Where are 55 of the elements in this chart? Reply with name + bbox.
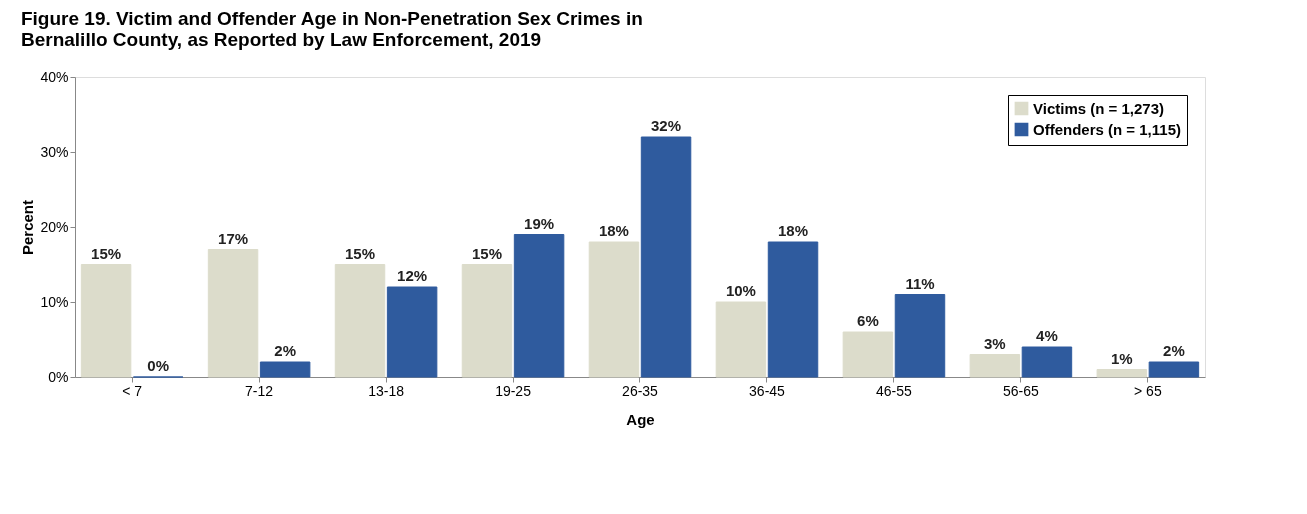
data-label: 32% — [651, 117, 682, 134]
y-tick-label: 40% — [40, 68, 69, 85]
data-label: 12% — [397, 267, 428, 284]
data-label: 15% — [91, 244, 122, 262]
bar — [588, 241, 640, 378]
x-tick-label: 26-35 — [622, 382, 659, 399]
y-tick-label: 10% — [40, 293, 69, 310]
x-tick-label: 19-25 — [495, 382, 532, 399]
bar — [969, 354, 1021, 378]
bar — [80, 264, 132, 378]
data-label: 15% — [471, 244, 502, 262]
bar — [259, 361, 311, 378]
data-label: 0% — [147, 357, 170, 374]
bar — [894, 294, 946, 378]
data-label: 17% — [218, 229, 249, 247]
x-tick-label: < 7 — [122, 382, 143, 399]
legend-label: Offenders (n = 1,115) — [1033, 120, 1181, 138]
x-tick-label: 7-12 — [245, 382, 274, 399]
bar — [715, 301, 767, 378]
data-label: 18% — [778, 222, 809, 239]
data-label: 3% — [984, 334, 1006, 352]
text: Figure 19. Victim and Offender Age in Non-Penetration Sex Crimes in — [20, 8, 643, 29]
data-label: 4% — [1036, 327, 1058, 344]
bar — [386, 286, 438, 378]
bar — [1021, 346, 1073, 378]
y-tick-label: 0% — [48, 368, 69, 385]
y-tick-label: 30% — [40, 143, 69, 160]
data-label: 15% — [345, 244, 376, 262]
x-tick-label: > 65 — [1134, 382, 1162, 399]
bar — [842, 331, 894, 378]
data-label: 1% — [1110, 349, 1133, 367]
bar — [640, 136, 692, 378]
legend-label: Victims (n = 1,273) — [1033, 99, 1165, 117]
data-label: 2% — [274, 342, 296, 359]
bar — [207, 249, 259, 378]
bar — [767, 241, 819, 378]
data-label: 2% — [1163, 342, 1185, 359]
bar — [461, 264, 513, 378]
bar — [1096, 369, 1148, 378]
bar — [513, 234, 565, 378]
x-tick-label: 13-18 — [368, 382, 405, 399]
data-label: 10% — [725, 282, 756, 299]
x-tick-label: 46-55 — [876, 382, 913, 399]
data-label: 11% — [905, 274, 935, 292]
y-tick-label: 20% — [40, 218, 69, 235]
data-label: 18% — [598, 222, 629, 239]
data-label: 19% — [524, 214, 555, 232]
text: Bernalillo County, as Reported by Law Enforcement, 2019 — [20, 29, 542, 50]
data-label: 6% — [857, 312, 879, 329]
y-axis-title: Percent — [19, 199, 37, 256]
bar — [1148, 361, 1200, 378]
x-axis-title: Age — [626, 410, 655, 428]
x-tick-label: 36-45 — [749, 382, 786, 399]
x-tick-label: 56-65 — [1002, 382, 1040, 399]
bar — [334, 264, 386, 378]
